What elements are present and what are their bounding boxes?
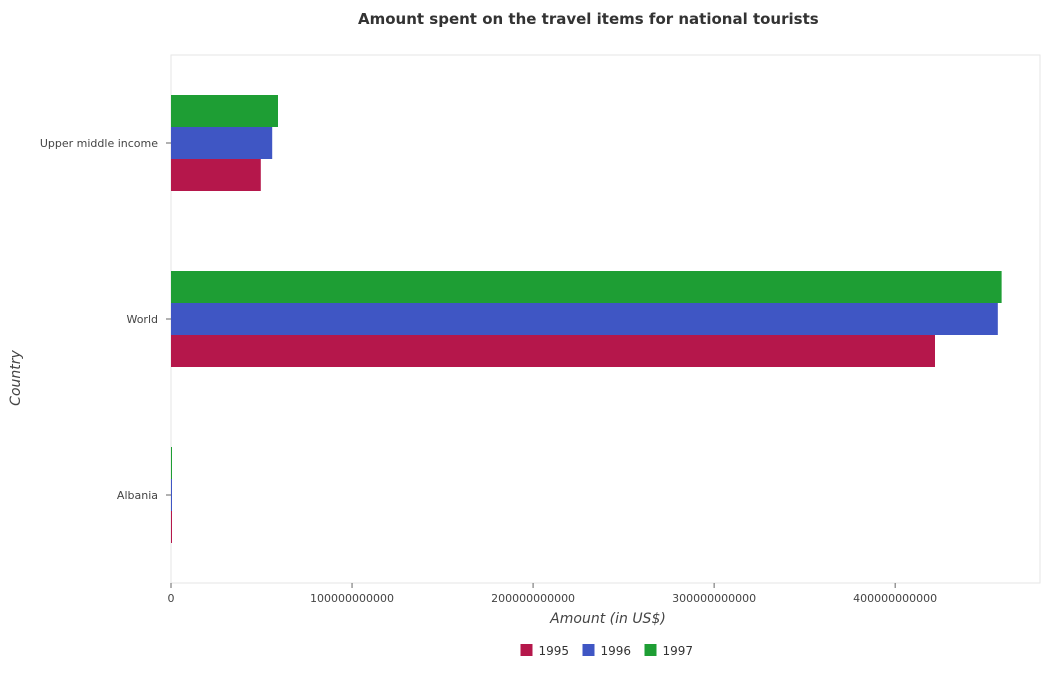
bar-1995-albania <box>171 511 172 543</box>
x-axis-title: Amount (in US$) <box>549 611 666 627</box>
x-tick-label: 0 <box>168 592 175 605</box>
legend-swatch-1996 <box>582 644 595 656</box>
legend-swatch-1997 <box>644 644 657 656</box>
bar-1996-albania <box>171 479 172 511</box>
plot-area <box>170 54 1041 584</box>
bar-1995-upper-middle-income <box>171 159 261 191</box>
x-tick-label: 400000000000 <box>853 592 937 605</box>
legend-label-1995: 1995 <box>539 644 570 658</box>
y-tick-label: Upper middle income <box>40 137 158 150</box>
y-tick-label: Albania <box>117 489 158 502</box>
x-tick-label: 200000000000 <box>491 592 575 605</box>
bar-1996-world <box>171 303 998 335</box>
bar-1997-upper-middle-income <box>171 95 278 127</box>
y-axis: Upper middle income World Albania <box>40 137 171 502</box>
chart-title: Amount spent on the travel items for nat… <box>358 10 819 28</box>
legend-swatch-1995 <box>520 644 533 656</box>
legend-label-1997: 1997 <box>663 644 694 658</box>
legend: 1995 1996 1997 <box>520 644 694 658</box>
x-tick-label: 300000000000 <box>672 592 756 605</box>
x-axis: 0 100000000000 200000000000 300000000000 400… <box>168 583 937 605</box>
bar-1996-upper-middle-income <box>171 127 273 159</box>
y-axis-title: Country <box>8 349 24 405</box>
legend-label-1996: 1996 <box>601 644 632 658</box>
bar-1997-world <box>171 271 1002 303</box>
bar-1995-world <box>171 335 935 367</box>
bar-1997-albania <box>171 447 172 479</box>
x-tick-label: 100000000000 <box>310 592 394 605</box>
y-tick-label: World <box>126 313 158 326</box>
